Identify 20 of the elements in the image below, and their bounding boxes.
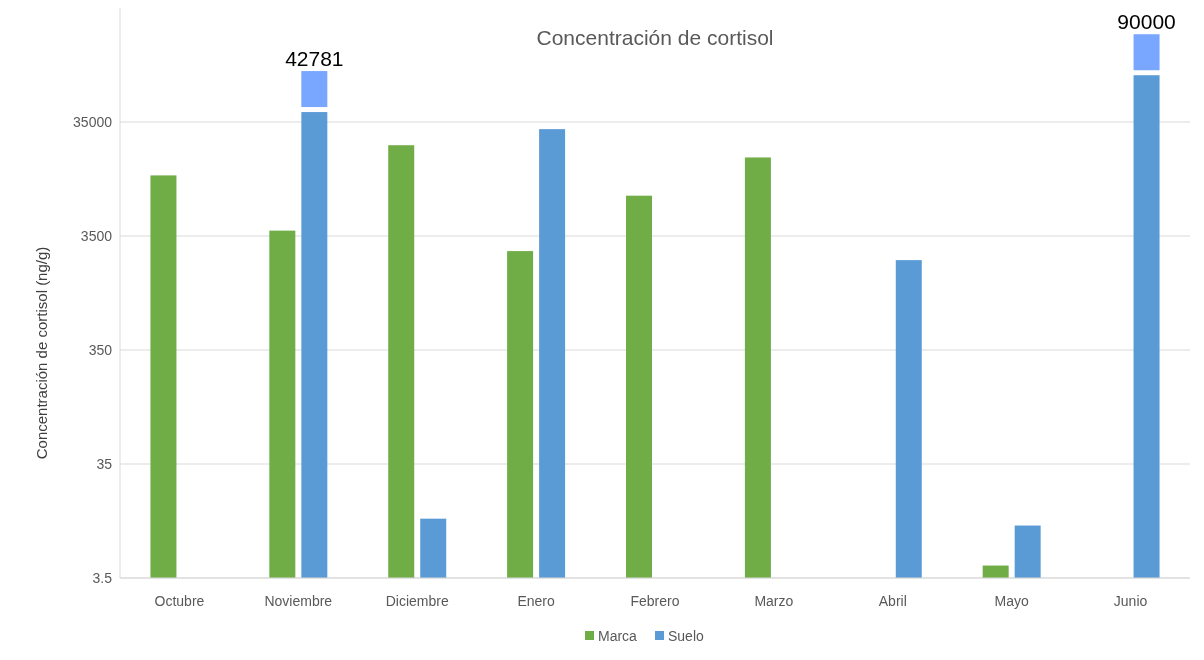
y-axis-title: Concentración de cortisol (ng/g)	[33, 246, 50, 460]
x-tick-label: Junio	[1113, 593, 1148, 609]
y-tick-label: 3.5	[92, 569, 113, 586]
y-tick-label: 350	[88, 341, 113, 358]
data-label: 90000	[1117, 10, 1176, 34]
x-tick-label: Marzo	[754, 593, 794, 609]
y-tick-label: 3500	[80, 227, 113, 244]
x-tick-label: Enero	[517, 593, 555, 609]
text: Concentración de cortisol	[536, 26, 774, 49]
x-tick-label: Noviembre	[264, 593, 333, 609]
data-label: 42781	[285, 47, 344, 71]
x-tick-label: Mayo	[994, 593, 1029, 609]
x-tick-label: Octubre	[154, 593, 205, 609]
x-tick-label: Abril	[878, 593, 907, 609]
y-tick-label: 35	[96, 455, 113, 472]
y-tick-label: 35000	[73, 113, 113, 130]
x-tick-label: Diciembre	[385, 593, 449, 609]
x-tick-label: Febrero	[630, 593, 680, 609]
legend-label: Suelo	[668, 627, 705, 644]
legend-label: Marca	[598, 627, 638, 644]
